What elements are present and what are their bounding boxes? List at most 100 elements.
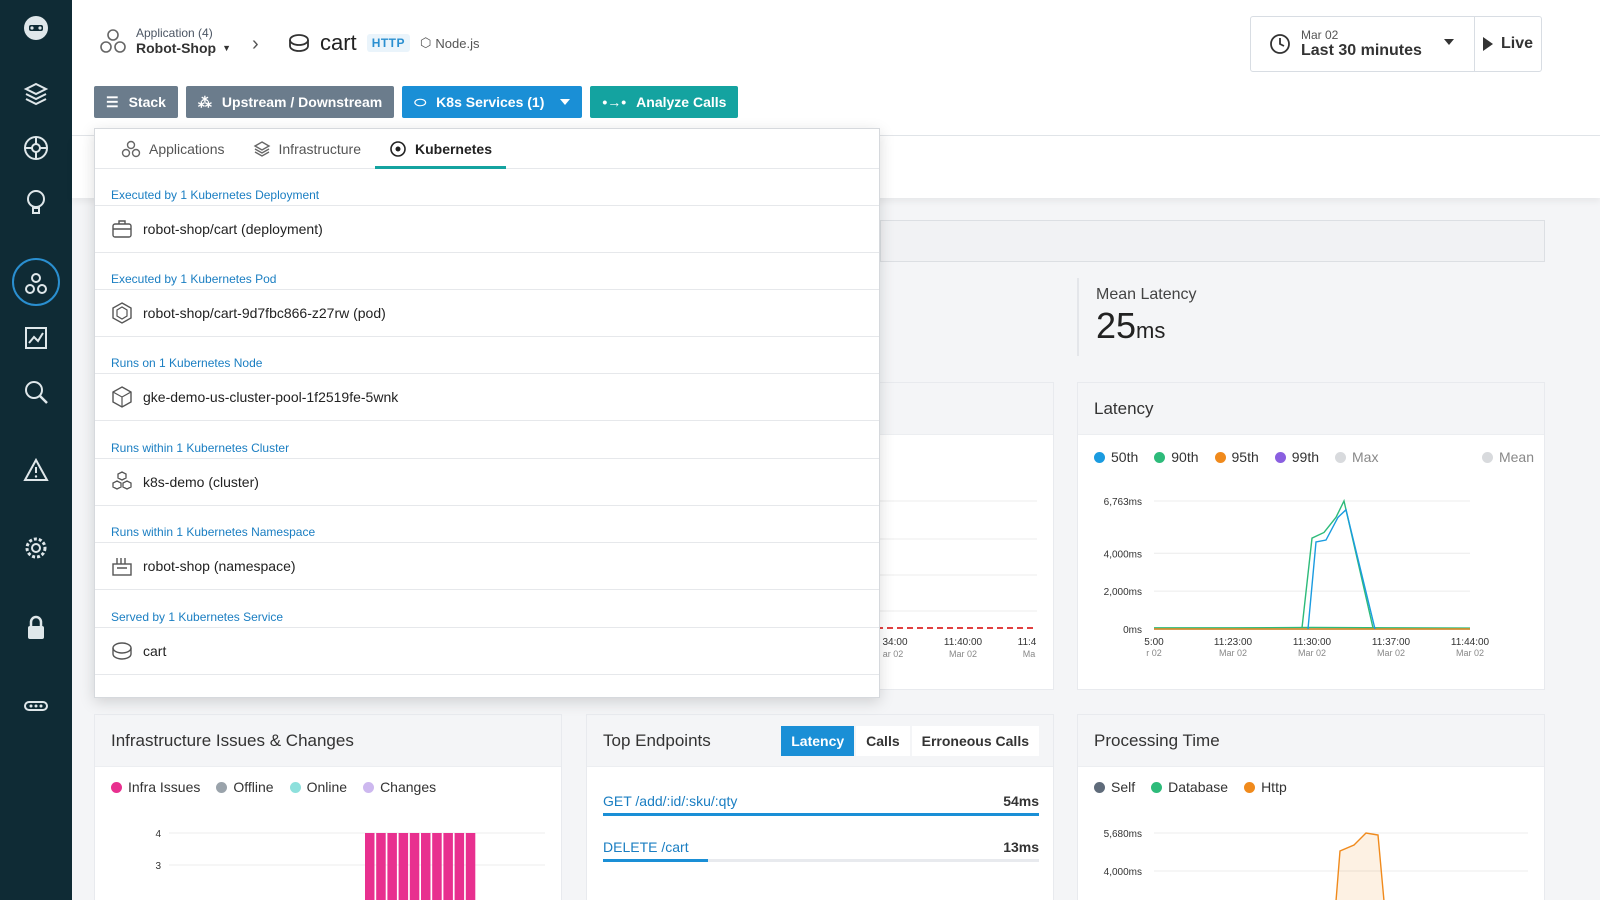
tab-label: Infrastructure: [278, 140, 361, 157]
technology-name: Node.js: [435, 35, 480, 51]
warning-icon: [23, 457, 49, 481]
live-label: Live: [1500, 35, 1533, 52]
segment-calls[interactable]: Calls: [856, 725, 910, 756]
x-date: Mar 02: [1298, 648, 1326, 658]
kubernetes-icon: [24, 136, 48, 160]
chevron-right-icon: ›: [252, 33, 259, 55]
mean-latency-unit: ms: [1136, 318, 1166, 343]
legend-item-http[interactable]: Http: [1244, 779, 1287, 795]
filter-bar[interactable]: [880, 220, 1545, 262]
processing-panel-title: Processing Time: [1078, 715, 1544, 767]
legend-item-offline[interactable]: Offline: [216, 779, 274, 795]
application-icon: [100, 29, 126, 53]
live-button[interactable]: Live: [1475, 17, 1541, 71]
nav-security[interactable]: [0, 606, 72, 650]
tab-kubernetes[interactable]: Kubernetes: [374, 129, 507, 169]
k8s-node-item[interactable]: gke-demo-us-cluster-pool-1f2519fe-5wnk: [95, 373, 879, 421]
legend-label: Self: [1111, 779, 1136, 795]
y-tick: 0ms: [1123, 625, 1142, 636]
k8s-services-button[interactable]: ⬭ K8s Services (1): [402, 86, 583, 118]
endpoint-path[interactable]: GET /add/:id/:sku/:qty: [603, 793, 738, 809]
k8s-namespace-item[interactable]: robot-shop (namespace): [95, 542, 879, 590]
legend-label: 50th: [1111, 449, 1139, 465]
robot-logo-icon: [24, 16, 48, 40]
section-title: Served by 1 Kubernetes Service: [111, 610, 284, 624]
left-navigation: [0, 0, 72, 900]
latency-panel-title: Latency: [1078, 383, 1544, 435]
cluster-icon: [112, 471, 132, 490]
tab-applications[interactable]: Applications: [107, 129, 239, 168]
legend-item-database[interactable]: Database: [1151, 779, 1228, 795]
nav-kubernetes[interactable]: [0, 126, 72, 170]
legend-item-online[interactable]: Online: [289, 779, 348, 795]
nav-more[interactable]: [0, 684, 72, 728]
legend-item-max[interactable]: Max: [1335, 449, 1378, 465]
spike-50th: [1307, 508, 1376, 630]
application-breadcrumb[interactable]: Application (4) Robot-Shop ▼: [98, 26, 231, 56]
endpoint-row[interactable]: GET /add/:id/:sku/:qty 54ms: [603, 793, 1039, 816]
timeframe-selector[interactable]: Mar 02 Last 30 minutes: [1251, 17, 1475, 71]
infra-chart: 43: [155, 829, 545, 900]
legend-label: Http: [1261, 779, 1287, 795]
nav-analytics[interactable]: [0, 316, 72, 360]
analyze-calls-button[interactable]: •→• Analyze Calls: [590, 86, 739, 118]
k8s-pod-item[interactable]: robot-shop/cart-9d7fbc866-z27rw (pod): [95, 289, 879, 337]
upstream-downstream-button[interactable]: ⁂ Upstream / Downstream: [185, 86, 395, 118]
tab-infrastructure[interactable]: Infrastructure: [239, 129, 375, 168]
x-tick: 34:00: [882, 637, 907, 648]
legend-item-self[interactable]: Self: [1094, 779, 1135, 795]
service-name: cart: [320, 30, 357, 55]
instana-logo[interactable]: [0, 6, 72, 50]
legend-label: 95th: [1231, 449, 1259, 465]
node-icon: [112, 386, 132, 408]
latency-legend: 50th 90th 95th 99th Max Mean: [1094, 449, 1534, 465]
x-date: Ma: [1023, 649, 1036, 659]
more-icon: [24, 701, 48, 711]
stack-button[interactable]: ☰ Stack: [94, 86, 178, 118]
legend-label: Online: [306, 779, 348, 795]
endpoint-row[interactable]: DELETE /cart 13ms: [603, 839, 1039, 862]
legend-item-mean[interactable]: Mean: [1481, 449, 1534, 465]
chevron-down-icon: ▼: [222, 43, 232, 53]
item-label: cart: [143, 643, 167, 659]
x-tick: 11:23:00: [1214, 637, 1253, 648]
infra-panel-title: Infrastructure Issues & Changes: [95, 715, 561, 767]
nav-infrastructure[interactable]: [0, 180, 72, 224]
nav-events[interactable]: [0, 448, 72, 492]
segment-latency[interactable]: Latency: [781, 725, 855, 756]
technology-label: ⬡ Node.js: [420, 35, 479, 51]
gear-icon: [25, 537, 47, 559]
legend-item-infra-issues[interactable]: Infra Issues: [111, 779, 200, 795]
nav-search[interactable]: [0, 370, 72, 414]
legend-item-50th[interactable]: 50th: [1094, 449, 1138, 465]
segment-erroneous-calls[interactable]: Erroneous Calls: [911, 725, 1039, 756]
infra-bar: [465, 833, 476, 900]
k8s-deployment-item[interactable]: robot-shop/cart (deployment): [95, 205, 879, 253]
legend-item-90th[interactable]: 90th: [1154, 449, 1199, 465]
nav-websites[interactable]: [0, 72, 72, 116]
nav-settings[interactable]: [0, 526, 72, 570]
x-tick: 11:44:00: [1451, 637, 1490, 648]
section-title: Executed by 1 Kubernetes Deployment: [111, 188, 320, 202]
section-title: Runs within 1 Kubernetes Namespace: [111, 525, 316, 539]
endpoint-bar-fill: [603, 813, 1039, 816]
endpoint-path[interactable]: DELETE /cart: [603, 839, 689, 855]
k8s-service-item[interactable]: cart: [95, 627, 879, 675]
legend-label: 99th: [1291, 449, 1319, 465]
infrastructure-panel: Infrastructure Issues & Changes Infra Is…: [94, 714, 562, 900]
deployment-icon: [112, 220, 132, 238]
x-date: Mar 02: [949, 649, 977, 659]
analyze-arrows-icon: •→•: [602, 94, 627, 110]
y-tick: 4,000ms: [1104, 867, 1142, 878]
item-label: robot-shop/cart-9d7fbc866-z27rw (pod): [143, 305, 386, 321]
analyze-calls-label: Analyze Calls: [636, 94, 727, 110]
legend-item-95th[interactable]: 95th: [1214, 449, 1259, 465]
timeframe-picker: Mar 02 Last 30 minutes Live: [1250, 16, 1542, 72]
legend-item-changes[interactable]: Changes: [363, 779, 436, 795]
x-tick: 11:40:00: [944, 637, 983, 648]
k8s-cluster-item[interactable]: k8s-demo (cluster): [95, 458, 879, 506]
legend-label: 90th: [1171, 449, 1199, 465]
legend-item-99th[interactable]: 99th: [1274, 449, 1319, 465]
x-date: Mar 02: [1456, 648, 1484, 658]
nav-applications[interactable]: [0, 258, 72, 306]
